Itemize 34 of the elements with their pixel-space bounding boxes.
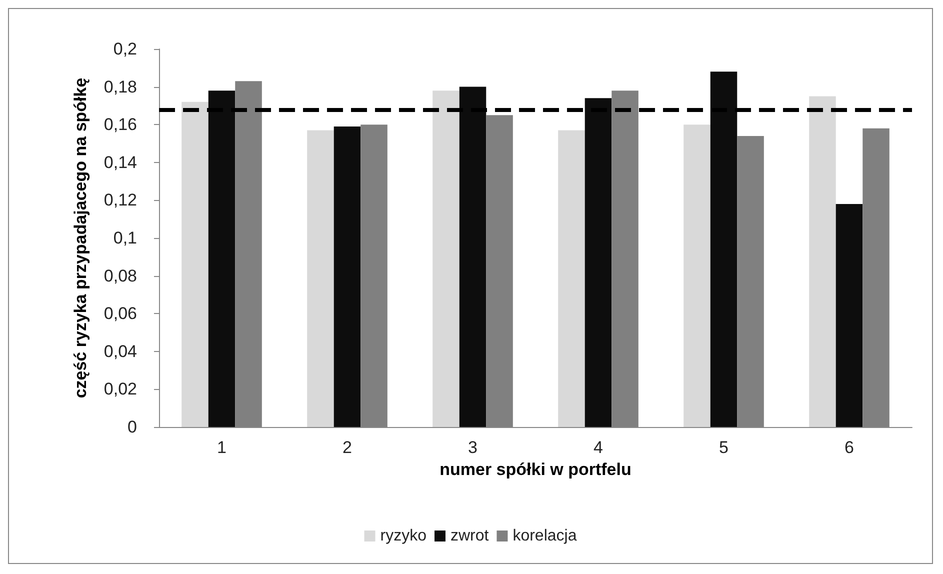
bar	[208, 90, 236, 427]
x-tick-label: 4	[594, 438, 603, 457]
y-tick-label: 0,2	[113, 40, 137, 58]
x-tick-label: 6	[844, 438, 854, 457]
x-tick-label: 2	[342, 438, 352, 457]
legend-label: ryzyko	[380, 528, 427, 544]
bar	[836, 204, 863, 427]
legend-label: korelacja	[512, 528, 577, 544]
y-tick-label: 0,1	[113, 228, 137, 248]
x-tick-label: 3	[468, 438, 478, 457]
legend-label: zwrot	[450, 528, 490, 544]
bar	[432, 90, 460, 427]
bar	[809, 96, 836, 427]
bar	[558, 130, 585, 427]
x-tick-label: 1	[217, 438, 226, 457]
y-tick-label: 0	[128, 418, 137, 436]
bar	[684, 124, 710, 427]
y-tick-label: 0,06	[104, 304, 137, 324]
y-tick-label: 0,14	[104, 152, 137, 172]
y-tick-label: 0,18	[104, 77, 137, 96]
bar	[182, 102, 208, 427]
y-tick-label: 0,04	[104, 342, 137, 361]
bar	[584, 98, 612, 427]
bar	[307, 130, 334, 427]
y-tick-label: 0,16	[104, 115, 137, 134]
bar	[459, 86, 486, 427]
x-axis-title: numer spółki w portfelu	[440, 460, 632, 479]
y-tick-label: 0,02	[104, 380, 137, 399]
y-tick-label: 0,12	[104, 190, 137, 210]
y-axis-title: część ryzyka przypadajacego na spółkę	[71, 78, 90, 398]
bar	[334, 126, 361, 427]
bar	[710, 72, 738, 427]
x-tick-label: 5	[719, 438, 728, 457]
y-tick-label: 0,08	[104, 266, 137, 286]
